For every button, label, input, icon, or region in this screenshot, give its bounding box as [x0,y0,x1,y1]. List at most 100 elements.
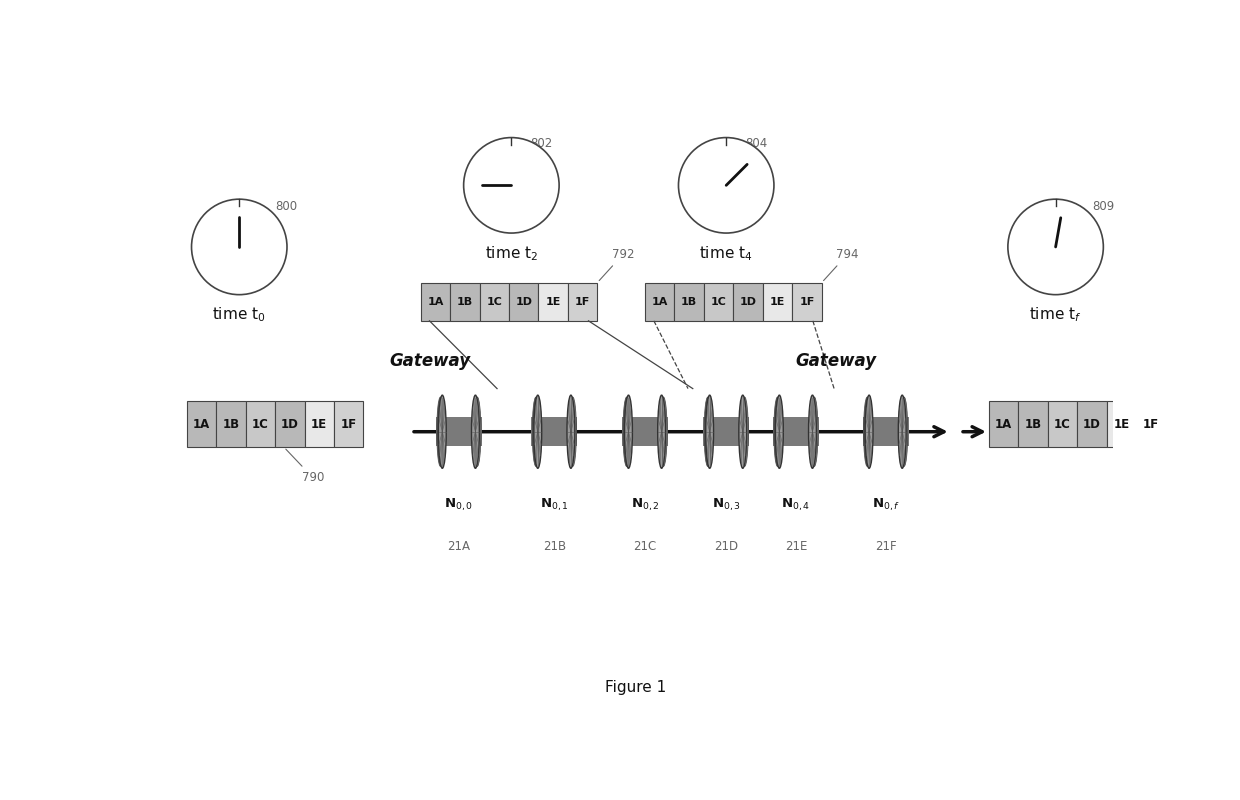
Text: N$_{0,4}$: N$_{0,4}$ [781,496,811,513]
Text: 1C: 1C [711,297,727,306]
Bar [988,401,1018,447]
Text: 792: 792 [599,248,634,281]
Bar [508,282,538,321]
Ellipse shape [624,397,631,466]
Ellipse shape [739,395,746,468]
Ellipse shape [810,397,817,466]
Bar [246,401,275,447]
Ellipse shape [567,395,575,468]
Text: time t$_2$: time t$_2$ [485,244,538,263]
Ellipse shape [660,397,667,466]
Text: 1D: 1D [515,297,532,306]
Ellipse shape [471,395,480,468]
Text: 804: 804 [745,137,768,163]
Text: 1F: 1F [575,297,590,306]
Bar [420,282,450,321]
Text: 1A: 1A [428,297,444,306]
Text: 21A: 21A [448,539,470,553]
Circle shape [1008,199,1104,294]
Bar [568,282,598,321]
Ellipse shape [439,397,446,466]
Ellipse shape [706,397,713,466]
Ellipse shape [472,397,480,466]
Bar [305,401,334,447]
Text: 1A: 1A [994,418,1012,430]
Ellipse shape [864,397,872,466]
Ellipse shape [657,395,666,468]
Circle shape [191,199,286,294]
Ellipse shape [625,397,632,466]
Bar [1078,401,1106,447]
Ellipse shape [658,397,666,466]
Ellipse shape [866,395,873,468]
Text: time t$_f$: time t$_f$ [1029,306,1081,325]
Text: 1C: 1C [1054,418,1071,430]
Text: N$_{0,f}$: N$_{0,f}$ [872,496,900,513]
Text: 1B: 1B [456,297,472,306]
Text: Figure 1: Figure 1 [605,680,666,695]
Ellipse shape [810,397,817,466]
Text: time t$_4$: time t$_4$ [699,244,753,263]
Bar [622,417,668,446]
Text: 21F: 21F [875,539,897,553]
Text: N$_{0,3}$: N$_{0,3}$ [712,496,740,513]
Text: 1A: 1A [651,297,668,306]
Text: 1E: 1E [546,297,560,306]
Bar [450,282,480,321]
Ellipse shape [534,395,542,468]
Ellipse shape [624,397,631,466]
Bar [334,401,363,447]
Ellipse shape [864,397,872,466]
Text: 21D: 21D [714,539,738,553]
Bar [792,282,822,321]
Ellipse shape [808,395,816,468]
Text: Gateway: Gateway [795,352,877,370]
Bar [645,282,675,321]
Ellipse shape [706,397,713,466]
Circle shape [464,138,559,233]
Ellipse shape [658,397,665,466]
Text: 790: 790 [285,449,324,484]
Ellipse shape [471,397,479,466]
Ellipse shape [625,395,632,468]
Text: 21B: 21B [543,539,565,553]
Bar [187,401,216,447]
Ellipse shape [900,397,908,466]
Ellipse shape [811,397,818,466]
Ellipse shape [775,397,781,466]
Bar [1018,401,1048,447]
Text: N$_{0,2}$: N$_{0,2}$ [631,496,660,513]
Ellipse shape [899,397,906,466]
Text: 1F: 1F [800,297,815,306]
Bar [531,417,578,446]
Bar [703,417,749,446]
Ellipse shape [438,397,445,466]
Ellipse shape [567,397,574,466]
Bar [773,417,818,446]
Ellipse shape [740,397,748,466]
Bar [863,417,909,446]
Bar [538,282,568,321]
Ellipse shape [900,397,908,466]
Ellipse shape [660,397,667,466]
Ellipse shape [436,397,444,466]
Bar [733,282,763,321]
Ellipse shape [775,397,782,466]
Text: 794: 794 [823,248,858,281]
Ellipse shape [622,397,630,466]
Text: 800: 800 [270,200,298,226]
Bar [435,417,482,446]
Bar [704,282,733,321]
Ellipse shape [569,397,577,466]
Ellipse shape [533,397,541,466]
Ellipse shape [568,397,575,466]
Text: 21E: 21E [785,539,807,553]
Ellipse shape [899,397,905,466]
Text: 1E: 1E [770,297,785,306]
Text: 1B: 1B [222,418,239,430]
Bar [216,401,246,447]
Ellipse shape [533,397,541,466]
Text: 1F: 1F [1142,418,1158,430]
Text: 1B: 1B [681,297,697,306]
Ellipse shape [532,397,539,466]
